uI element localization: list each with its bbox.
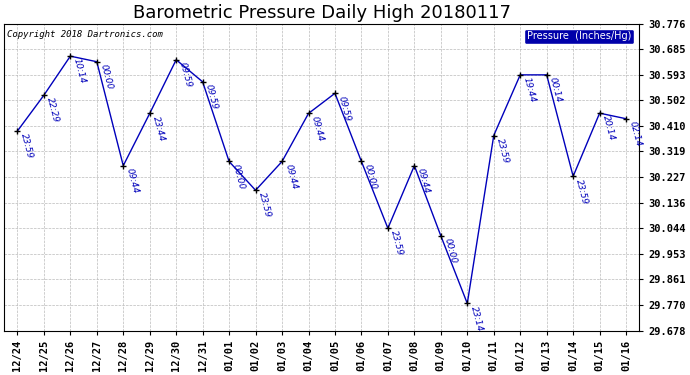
Text: 23:14: 23:14 [469, 305, 484, 332]
Text: 23:59: 23:59 [575, 178, 590, 205]
Text: 00:00: 00:00 [442, 237, 457, 265]
Text: 23:59: 23:59 [495, 137, 511, 164]
Text: 09:44: 09:44 [125, 167, 140, 195]
Text: 20:14: 20:14 [601, 114, 616, 142]
Text: 09:44: 09:44 [284, 163, 299, 190]
Text: 19:44: 19:44 [522, 76, 537, 104]
Text: 23:59: 23:59 [389, 230, 405, 257]
Text: 09:59: 09:59 [336, 95, 352, 122]
Text: 09:44: 09:44 [416, 167, 431, 195]
Text: 02:14: 02:14 [627, 120, 643, 148]
Title: Barometric Pressure Daily High 20180117: Barometric Pressure Daily High 20180117 [132, 4, 511, 22]
Text: 00:00: 00:00 [363, 163, 378, 190]
Text: 22:29: 22:29 [46, 97, 61, 124]
Text: 00:00: 00:00 [230, 163, 246, 190]
Text: 23:59: 23:59 [19, 132, 34, 160]
Text: 10:14: 10:14 [72, 57, 87, 85]
Text: 00:00: 00:00 [98, 63, 114, 90]
Text: 09:59: 09:59 [204, 83, 219, 111]
Text: Copyright 2018 Dartronics.com: Copyright 2018 Dartronics.com [8, 30, 164, 39]
Legend: Pressure  (Inches/Hg): Pressure (Inches/Hg) [524, 28, 634, 44]
Text: 09:59: 09:59 [177, 61, 193, 88]
Text: 09:44: 09:44 [310, 115, 325, 142]
Text: 00:14: 00:14 [548, 76, 564, 104]
Text: 23:44: 23:44 [151, 115, 166, 142]
Text: 23:59: 23:59 [257, 192, 273, 219]
